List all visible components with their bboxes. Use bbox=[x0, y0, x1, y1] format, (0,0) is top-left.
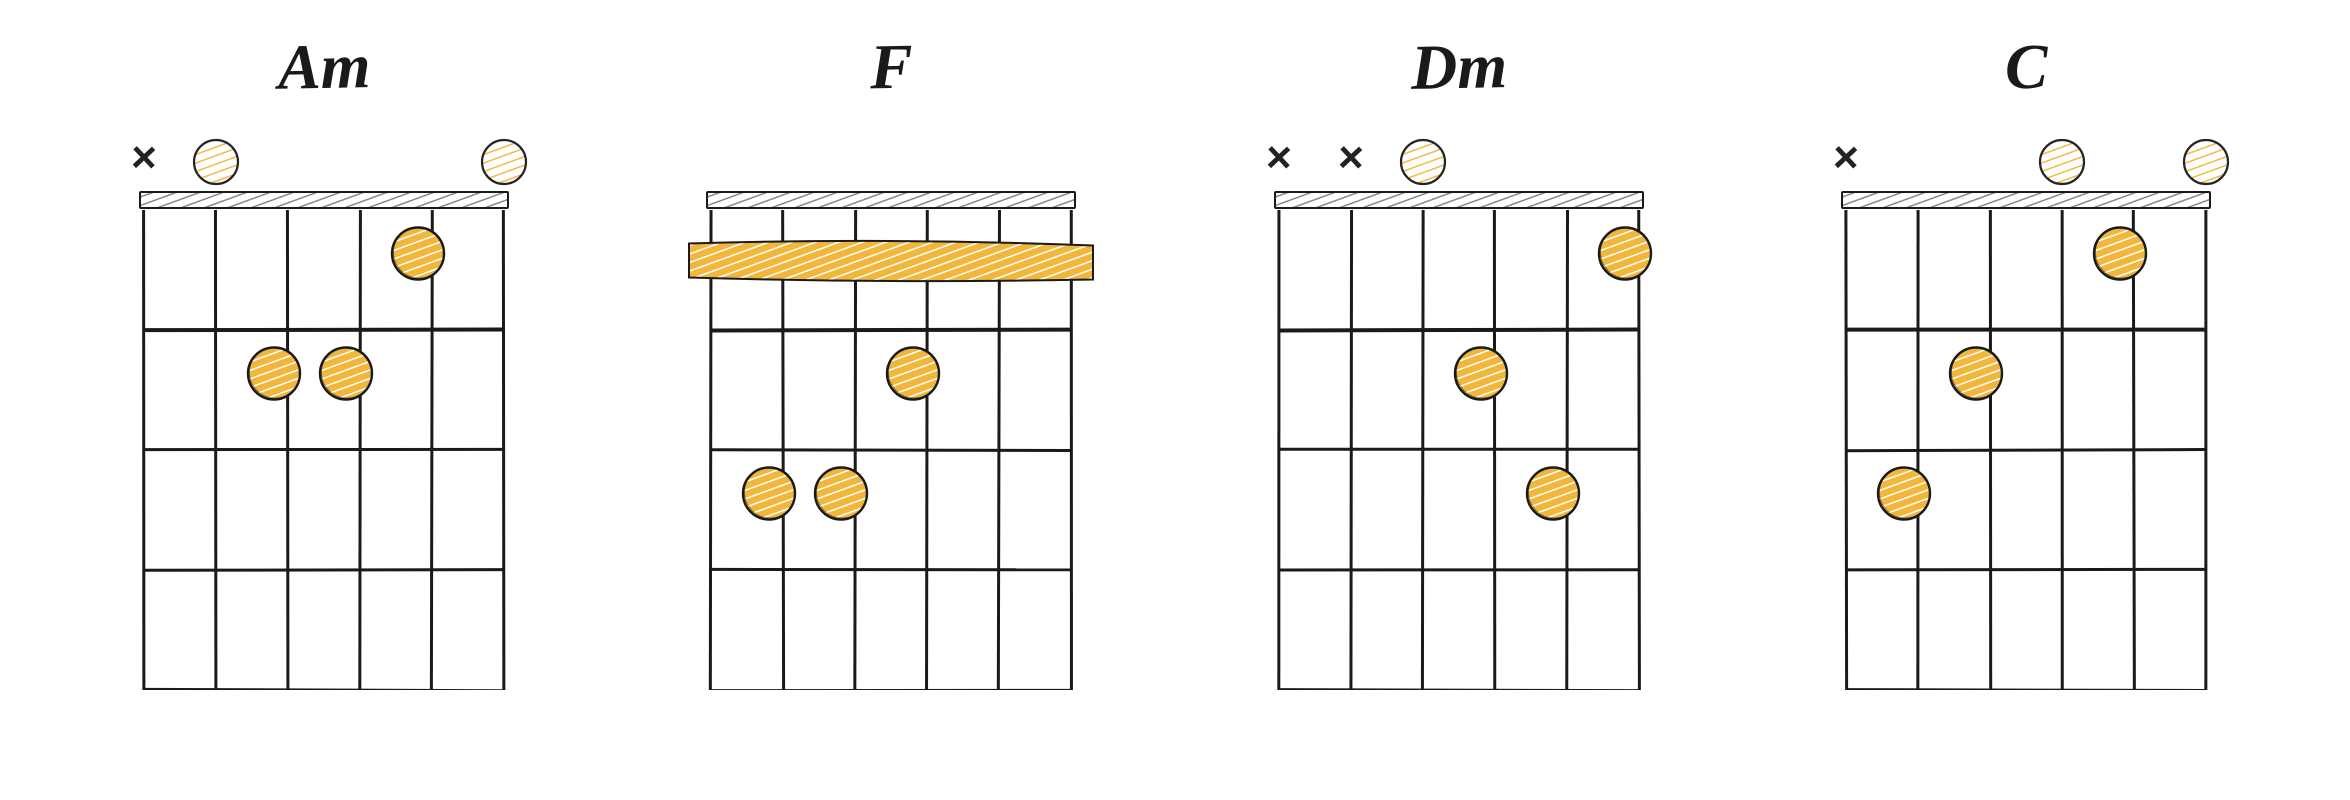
finger-dot bbox=[274, 374, 302, 407]
chord-block-c: C× bbox=[1766, 30, 2286, 690]
nut bbox=[134, 190, 514, 210]
fretboard bbox=[134, 210, 514, 690]
chord-block-dm: Dm×× bbox=[1199, 30, 1719, 690]
nut bbox=[701, 190, 1081, 210]
chord-diagram: × bbox=[1836, 134, 2216, 690]
finger-dot bbox=[2120, 254, 2148, 287]
chord-chart-page: Am×FDm××C× bbox=[0, 0, 2350, 800]
finger-dot bbox=[418, 254, 446, 287]
string-markers: × bbox=[134, 134, 514, 190]
fretboard bbox=[1269, 210, 1649, 690]
fretboard bbox=[1836, 210, 2216, 690]
finger-dot bbox=[1904, 494, 1932, 527]
nut bbox=[1269, 190, 1649, 210]
open-marker bbox=[2038, 138, 2086, 186]
finger-dot bbox=[1976, 374, 2004, 407]
finger-dot bbox=[913, 374, 941, 407]
chord-diagram: × bbox=[134, 134, 514, 690]
finger-dot bbox=[769, 494, 797, 527]
open-marker bbox=[192, 138, 240, 186]
chord-name: F bbox=[869, 30, 913, 105]
chord-diagram bbox=[701, 134, 1081, 690]
finger-dot bbox=[1553, 494, 1581, 527]
chord-name: C bbox=[2004, 30, 2048, 105]
fretboard bbox=[701, 210, 1081, 690]
barre bbox=[686, 238, 1096, 291]
chord-name: Am bbox=[277, 29, 371, 105]
finger-dot bbox=[1481, 374, 1509, 407]
chord-block-f: F bbox=[631, 30, 1151, 690]
mute-marker: × bbox=[1254, 133, 1304, 183]
string-markers: × bbox=[1836, 134, 2216, 190]
mute-marker: × bbox=[119, 133, 169, 183]
open-marker bbox=[480, 138, 528, 186]
mute-marker: × bbox=[1326, 133, 1376, 183]
nut bbox=[1836, 190, 2216, 210]
chord-diagram: ×× bbox=[1269, 134, 1649, 690]
string-markers: ×× bbox=[1269, 134, 1649, 190]
mute-marker: × bbox=[1821, 133, 1871, 183]
chord-name: Dm bbox=[1410, 29, 1507, 105]
finger-dot bbox=[1625, 254, 1653, 287]
string-markers bbox=[701, 134, 1081, 190]
chord-block-am: Am × bbox=[64, 30, 584, 690]
finger-dot bbox=[841, 494, 869, 527]
finger-dot bbox=[346, 374, 374, 407]
open-marker bbox=[2182, 138, 2230, 186]
open-marker bbox=[1399, 138, 1447, 186]
